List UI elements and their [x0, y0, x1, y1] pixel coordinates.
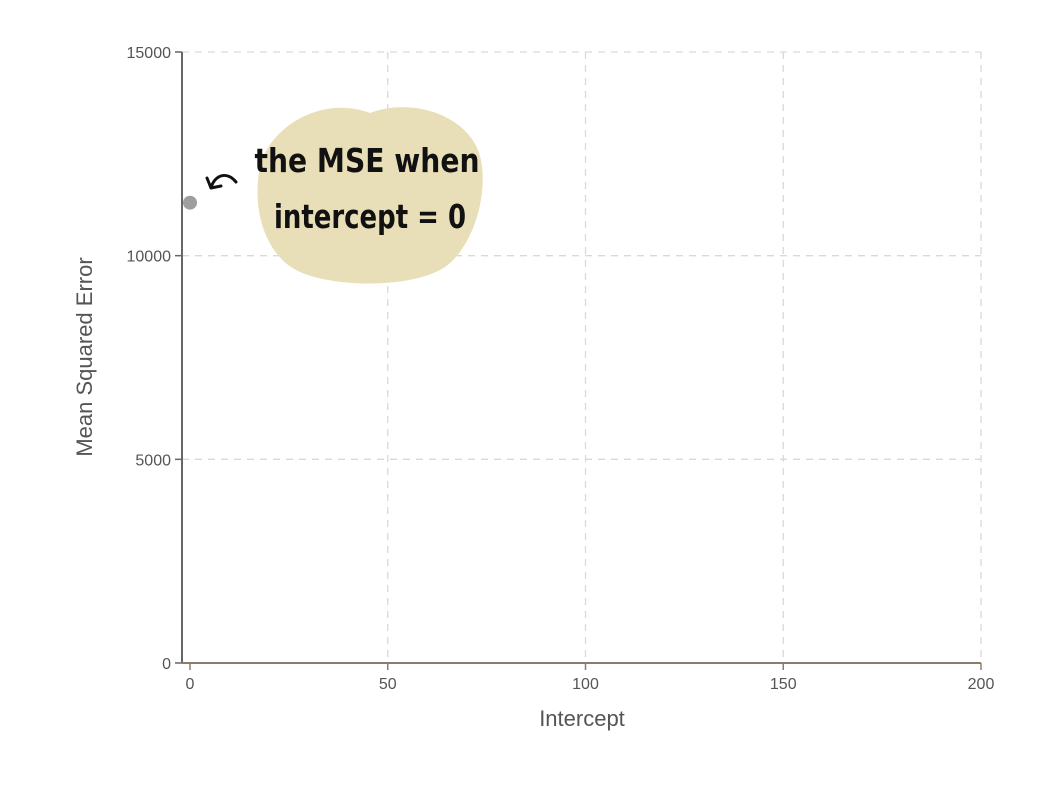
x-tick-label: 150	[770, 676, 797, 693]
annotation-blob	[257, 107, 483, 284]
x-tick-label: 200	[968, 676, 995, 693]
x-axis-title: Intercept	[539, 706, 625, 731]
y-tick-label: 5000	[135, 452, 171, 469]
x-tick-label: 50	[379, 676, 397, 693]
x-tick-label: 100	[572, 676, 599, 693]
arrow-icon	[205, 173, 238, 190]
annotation-line-1: the MSE when	[255, 141, 480, 180]
axes	[175, 51, 982, 670]
data-point	[183, 195, 197, 210]
y-tick-label: 10000	[127, 249, 172, 266]
data-points	[183, 195, 197, 210]
grid-lines	[182, 51, 982, 663]
y-tick-label: 0	[162, 656, 171, 673]
annotation-line-2: intercept = 0	[274, 197, 466, 236]
annotation: the MSE when intercept = 0	[205, 107, 483, 284]
tick-labels: 0 5000 10000 15000 0 50 100 150 200	[127, 45, 995, 693]
y-tick-label: 15000	[127, 45, 172, 62]
x-tick-label: 0	[186, 676, 195, 693]
y-axis-title: Mean Squared Error	[72, 257, 97, 456]
